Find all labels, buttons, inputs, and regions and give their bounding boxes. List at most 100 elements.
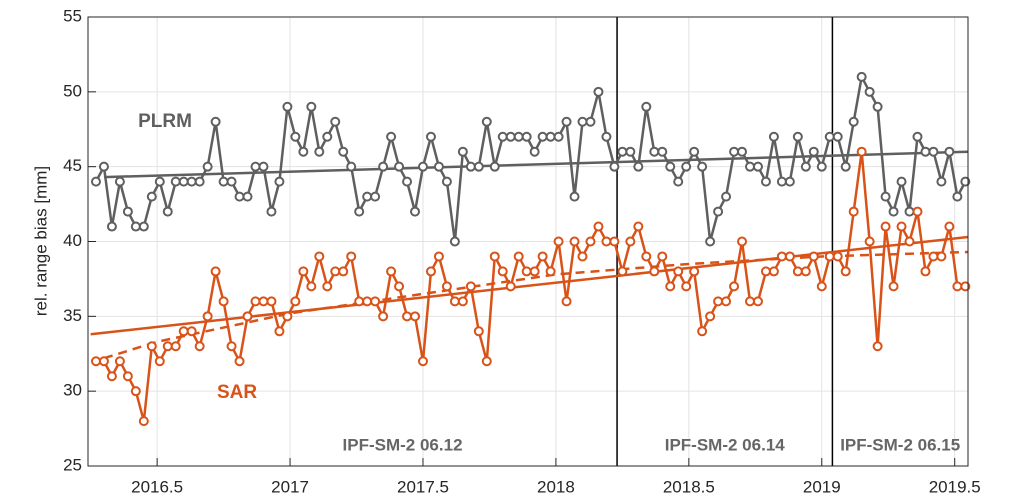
marker	[689, 146, 700, 157]
x-tick-label: 2018	[537, 477, 575, 496]
marker	[386, 131, 397, 142]
marker	[673, 266, 684, 277]
marker	[378, 311, 389, 322]
marker	[776, 176, 787, 187]
marker	[386, 266, 397, 277]
marker	[210, 116, 221, 127]
marker	[425, 131, 436, 142]
marker	[880, 191, 891, 202]
marker	[441, 176, 452, 187]
marker	[896, 176, 907, 187]
marker	[178, 176, 189, 187]
marker	[258, 161, 269, 172]
marker	[609, 236, 620, 247]
marker	[394, 161, 405, 172]
marker	[481, 356, 492, 367]
marker	[768, 131, 779, 142]
marker	[904, 236, 915, 247]
marker	[186, 326, 197, 337]
x-tick-label: 2019.5	[929, 477, 981, 496]
x-tick-label: 2018.5	[663, 477, 715, 496]
marker	[170, 176, 181, 187]
marker	[202, 311, 213, 322]
marker	[960, 176, 971, 187]
marker	[146, 341, 157, 352]
marker	[856, 146, 867, 157]
marker	[170, 341, 181, 352]
y-tick-label: 25	[63, 455, 82, 474]
marker	[513, 131, 524, 142]
version-label: IPF-SM-2 06.15	[840, 435, 960, 454]
marker	[601, 236, 612, 247]
marker	[920, 146, 931, 157]
y-tick-label: 30	[63, 381, 82, 400]
marker	[609, 161, 620, 172]
x-tick-label: 2016.5	[131, 477, 183, 496]
marker	[697, 326, 708, 337]
marker	[138, 221, 149, 232]
marker	[178, 326, 189, 337]
marker	[362, 191, 373, 202]
marker	[497, 131, 508, 142]
x-tick-label: 2017	[271, 477, 309, 496]
marker	[744, 296, 755, 307]
marker	[816, 161, 827, 172]
marker	[864, 86, 875, 97]
marker	[234, 191, 245, 202]
marker	[90, 176, 101, 187]
marker	[194, 176, 205, 187]
marker	[529, 266, 540, 277]
marker	[154, 356, 165, 367]
marker	[760, 266, 771, 277]
marker	[713, 296, 724, 307]
marker	[752, 161, 763, 172]
marker	[306, 101, 317, 112]
marker	[370, 296, 381, 307]
marker	[457, 146, 468, 157]
marker	[872, 341, 883, 352]
marker	[210, 266, 221, 277]
marker	[425, 266, 436, 277]
marker	[441, 281, 452, 292]
marker	[824, 131, 835, 142]
marker	[433, 161, 444, 172]
marker	[122, 206, 133, 217]
marker	[162, 206, 173, 217]
marker	[322, 281, 333, 292]
marker	[657, 251, 668, 262]
marker	[705, 236, 716, 247]
marker	[641, 251, 652, 262]
marker	[577, 116, 588, 127]
x-tick-label: 2019	[803, 477, 841, 496]
marker	[130, 386, 141, 397]
marker	[936, 176, 947, 187]
marker	[481, 116, 492, 127]
marker	[346, 251, 357, 262]
marker	[497, 266, 508, 277]
marker	[513, 251, 524, 262]
marker	[816, 281, 827, 292]
marker	[952, 191, 963, 202]
marker	[912, 131, 923, 142]
marker	[338, 146, 349, 157]
marker	[449, 296, 460, 307]
marker	[138, 416, 149, 427]
marker	[402, 311, 413, 322]
marker	[944, 221, 955, 232]
y-tick-label: 40	[63, 231, 82, 250]
marker	[234, 356, 245, 367]
marker	[378, 161, 389, 172]
series-label: PLRM	[138, 111, 192, 132]
marker	[114, 356, 125, 367]
y-tick-label: 45	[63, 156, 82, 175]
marker	[800, 161, 811, 172]
marker	[561, 296, 572, 307]
marker	[194, 341, 205, 352]
marker	[681, 281, 692, 292]
series-label: SAR	[217, 382, 257, 403]
marker	[242, 191, 253, 202]
marker	[282, 101, 293, 112]
marker	[784, 251, 795, 262]
marker	[242, 311, 253, 322]
